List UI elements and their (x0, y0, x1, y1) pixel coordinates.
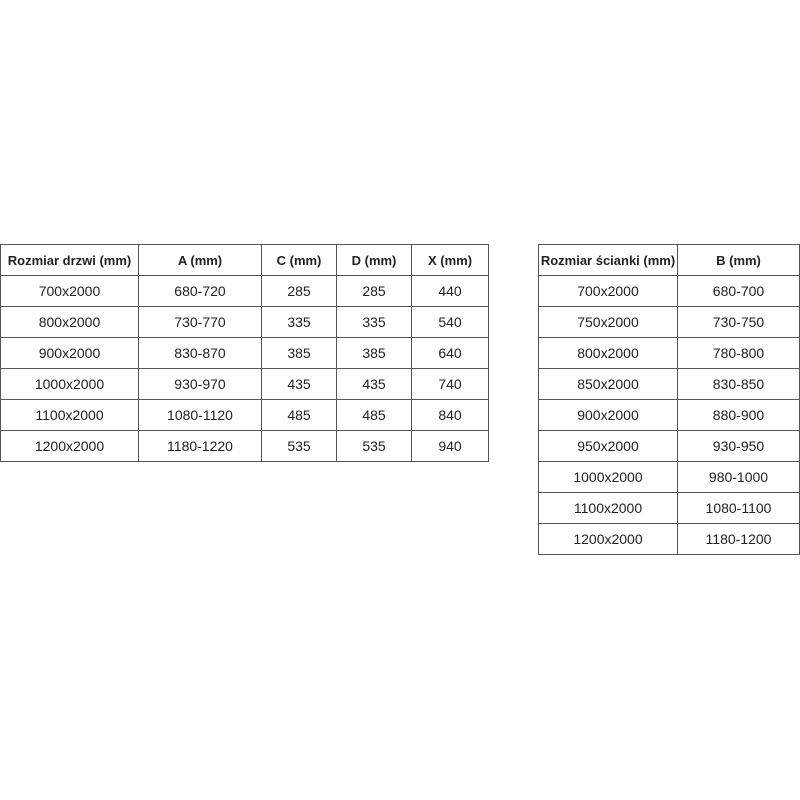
table-cell: 1080-1100 (677, 492, 800, 524)
table-cell: 700x2000 (0, 275, 139, 307)
table-cell: 940 (411, 430, 489, 462)
table-cell: 335 (261, 306, 337, 338)
table-cell: 1080-1120 (138, 399, 262, 431)
table-cell: 840 (411, 399, 489, 431)
table-cell: 485 (261, 399, 337, 431)
table-cell: 900x2000 (0, 337, 139, 369)
table-cell: 535 (261, 430, 337, 462)
table-row: 850x2000 830-850 (538, 368, 800, 400)
header-d: D (mm) (336, 244, 412, 276)
table-cell: 1180-1200 (677, 523, 800, 555)
table-cell: 285 (261, 275, 337, 307)
table-cell: 800x2000 (538, 337, 678, 369)
table-cell: 440 (411, 275, 489, 307)
table-cell: 485 (336, 399, 412, 431)
table-row: 800x2000 780-800 (538, 337, 800, 369)
table-row: 1100x2000 1080-1120 485 485 840 (0, 399, 489, 431)
table-cell: 730-750 (677, 306, 800, 338)
table-cell: 700x2000 (538, 275, 678, 307)
table-cell: 830-870 (138, 337, 262, 369)
table-cell: 850x2000 (538, 368, 678, 400)
table-cell: 1200x2000 (538, 523, 678, 555)
header-wall-size: Rozmiar ścianki (mm) (538, 244, 678, 276)
table-row: 1100x2000 1080-1100 (538, 492, 800, 524)
table-cell: 950x2000 (538, 430, 678, 462)
table-row: 900x2000 830-870 385 385 640 (0, 337, 489, 369)
wall-size-table: Rozmiar ścianki (mm) B (mm) 700x2000 680-… (538, 244, 800, 555)
table-cell: 900x2000 (538, 399, 678, 431)
table-cell: 980-1000 (677, 461, 800, 493)
table-cell: 880-900 (677, 399, 800, 431)
header-c: C (mm) (261, 244, 337, 276)
table-cell: 385 (336, 337, 412, 369)
table-row: 950x2000 930-950 (538, 430, 800, 462)
table-cell: 640 (411, 337, 489, 369)
table-row: 1200x2000 1180-1220 535 535 940 (0, 430, 489, 462)
table-row: 750x2000 730-750 (538, 306, 800, 338)
table-cell: 830-850 (677, 368, 800, 400)
header-x: X (mm) (411, 244, 489, 276)
table-cell: 540 (411, 306, 489, 338)
table-row: 1000x2000 930-970 435 435 740 (0, 368, 489, 400)
table-cell: 335 (336, 306, 412, 338)
table-header-row: Rozmiar ścianki (mm) B (mm) (538, 244, 800, 276)
table-cell: 740 (411, 368, 489, 400)
table-cell: 1180-1220 (138, 430, 262, 462)
header-door-size: Rozmiar drzwi (mm) (0, 244, 139, 276)
table-cell: 435 (336, 368, 412, 400)
table-cell: 1200x2000 (0, 430, 139, 462)
table-row: 700x2000 680-720 285 285 440 (0, 275, 489, 307)
table-cell: 1100x2000 (0, 399, 139, 431)
table-row: 800x2000 730-770 335 335 540 (0, 306, 489, 338)
table-cell: 535 (336, 430, 412, 462)
table-cell: 1100x2000 (538, 492, 678, 524)
table-cell: 385 (261, 337, 337, 369)
table-cell: 435 (261, 368, 337, 400)
table-cell: 930-970 (138, 368, 262, 400)
table-row: 700x2000 680-700 (538, 275, 800, 307)
table-cell: 680-720 (138, 275, 262, 307)
table-cell: 800x2000 (0, 306, 139, 338)
header-b: B (mm) (677, 244, 800, 276)
table-cell: 1000x2000 (538, 461, 678, 493)
table-cell: 680-700 (677, 275, 800, 307)
table-cell: 780-800 (677, 337, 800, 369)
table-cell: 285 (336, 275, 412, 307)
door-size-table: Rozmiar drzwi (mm) A (mm) C (mm) D (mm) … (0, 244, 489, 462)
table-cell: 930-950 (677, 430, 800, 462)
table-row: 1000x2000 980-1000 (538, 461, 800, 493)
header-a: A (mm) (138, 244, 262, 276)
table-cell: 750x2000 (538, 306, 678, 338)
table-cell: 730-770 (138, 306, 262, 338)
table-row: 1200x2000 1180-1200 (538, 523, 800, 555)
table-cell: 1000x2000 (0, 368, 139, 400)
table-header-row: Rozmiar drzwi (mm) A (mm) C (mm) D (mm) … (0, 244, 489, 276)
table-row: 900x2000 880-900 (538, 399, 800, 431)
